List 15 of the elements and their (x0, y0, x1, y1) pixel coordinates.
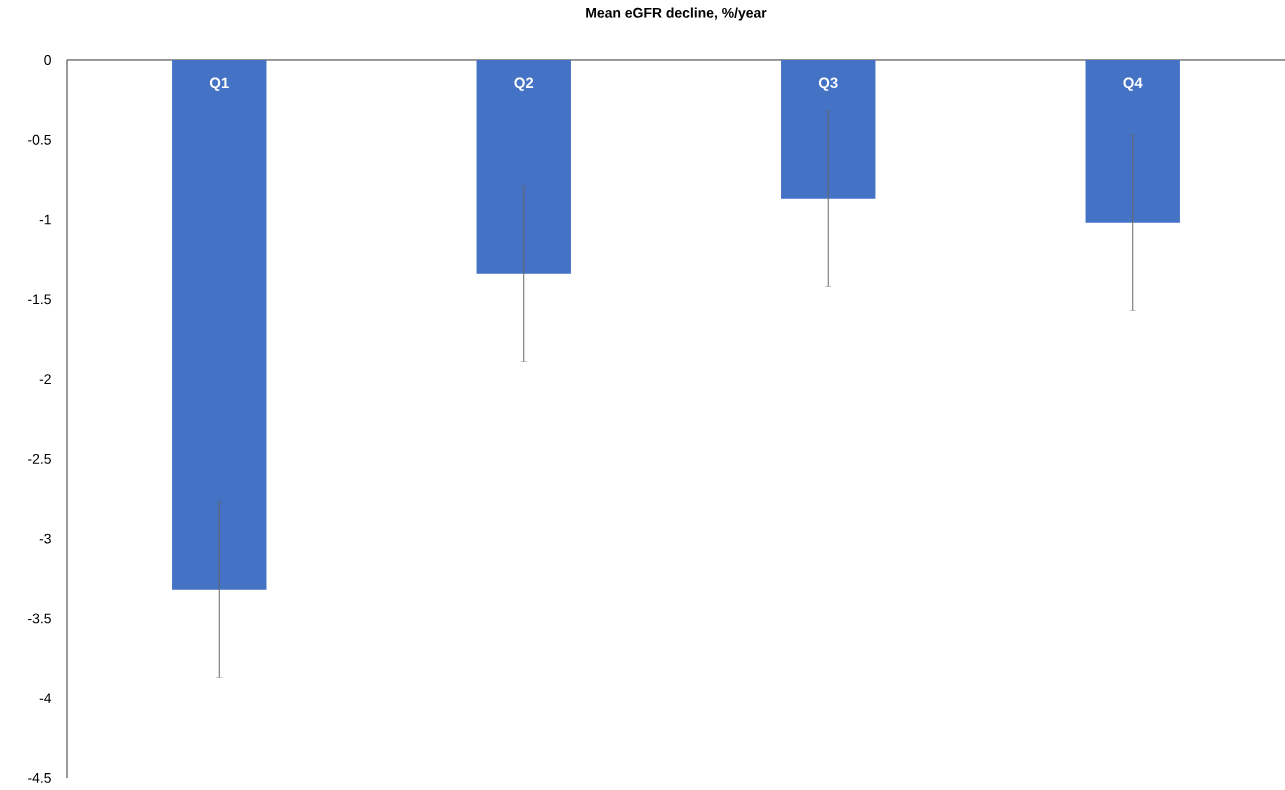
y-tick-label: -2.5 (28, 453, 51, 464)
x-tick-label: Q1 (209, 77, 229, 91)
y-tick-label: -4 (39, 693, 52, 704)
x-tick-label: Q3 (818, 77, 838, 91)
y-tick-label: -1.5 (28, 294, 51, 305)
y-tick-label: -3.5 (28, 613, 51, 624)
y-tick-label: -4.5 (28, 773, 51, 783)
chart-title: Mean eGFR decline, %/year (586, 7, 767, 21)
y-tick-label: -1 (39, 214, 51, 225)
y-tick-label: 0 (44, 55, 51, 65)
x-tick-label: Q2 (514, 77, 534, 91)
y-tick-label: -2 (39, 374, 51, 384)
y-tick-label: -0.5 (28, 134, 51, 145)
x-tick-label: Q4 (1123, 77, 1143, 91)
y-tick-label: -3 (39, 533, 51, 544)
